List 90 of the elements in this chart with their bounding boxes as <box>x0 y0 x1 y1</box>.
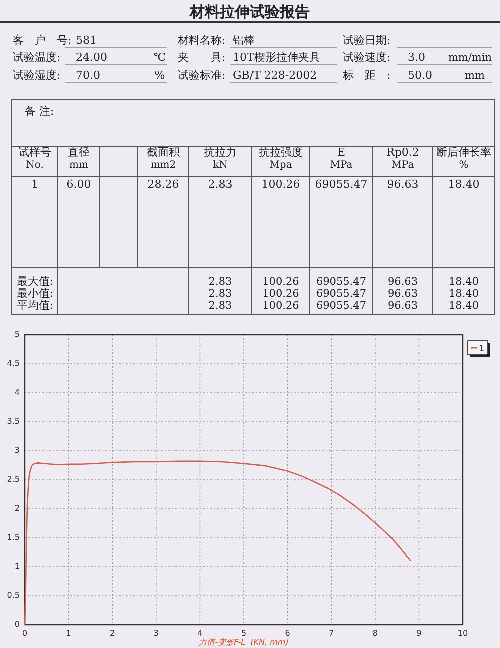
text: mm <box>465 70 485 82</box>
text: MPa <box>330 160 353 171</box>
text: ℃ <box>154 51 166 64</box>
text: 69055.47 <box>315 178 368 191</box>
text: 试样号 <box>18 146 52 159</box>
x-tick-label: 2 <box>110 629 116 638</box>
text: 试验标准: <box>178 69 226 82</box>
text: 100.26 <box>262 288 300 300</box>
text: 平均值: <box>17 299 54 312</box>
text: 18.40 <box>448 276 480 288</box>
text: 24.00 <box>76 51 108 64</box>
text: 试验速度: <box>343 51 391 64</box>
text: 最小值: <box>17 287 54 300</box>
x-tick-label: 5 <box>241 629 247 638</box>
x-tick-label: 9 <box>416 629 422 638</box>
y-tick-label: 0.5 <box>7 591 20 600</box>
text: 96.63 <box>388 288 418 300</box>
text: 试验日期: <box>343 34 391 47</box>
x-tick-label: 4 <box>198 629 203 638</box>
y-tick-label: 3.5 <box>7 417 20 426</box>
text: 96.63 <box>388 276 418 288</box>
text: % <box>459 160 469 171</box>
text: 28.26 <box>148 178 180 191</box>
text: Mpa <box>270 160 292 171</box>
text: 70.0 <box>76 69 100 82</box>
y-tick-label: 2.5 <box>7 475 20 484</box>
y-tick-label: 1.5 <box>7 533 20 542</box>
text: mm2 <box>150 160 176 171</box>
y-tick-label: 2 <box>14 504 20 514</box>
text: 抗拉强度 <box>259 146 303 159</box>
x-axis-title: 力值-变形F-L (KN, mm) <box>199 638 289 647</box>
line-series <box>24 460 412 626</box>
text: 10T楔形拉伸夹具 <box>233 51 320 64</box>
x-tick-label: 3 <box>154 629 159 638</box>
text: 3.0 <box>408 51 426 64</box>
y-tick-label: 4.5 <box>7 359 20 368</box>
text: 夹 具: <box>178 51 226 64</box>
x-tick-label: 7 <box>329 629 334 638</box>
text: 96.63 <box>387 178 419 191</box>
text: 2.83 <box>208 288 232 300</box>
text: 6.00 <box>66 178 92 191</box>
y-tick-label: 4 <box>14 388 20 398</box>
text: 100.26 <box>262 276 300 288</box>
text: 抗拉力 <box>204 146 237 159</box>
text: 客 户 号: <box>13 34 72 47</box>
text: 材料名称: <box>177 34 226 47</box>
x-tick-label: 8 <box>372 629 378 638</box>
y-tick-label: 3 <box>14 446 20 456</box>
text: 断后伸长率 <box>436 146 492 159</box>
text: 100.26 <box>262 300 300 312</box>
text: 2.83 <box>208 300 232 312</box>
legend-label: 1 <box>479 344 485 354</box>
text: E <box>337 146 346 159</box>
text: 试验湿度: <box>13 69 61 82</box>
x-tick-label: 0 <box>22 629 28 638</box>
text: 截面积 <box>147 146 180 159</box>
text: 581 <box>76 34 97 47</box>
text: 50.0 <box>408 69 432 82</box>
text: 18.40 <box>448 178 480 191</box>
text: 18.40 <box>448 288 480 300</box>
text: 铝棒 <box>232 34 255 47</box>
text: 最大值: <box>17 275 54 288</box>
text: GB/T 228-2002 <box>233 69 318 82</box>
x-tick-label: 10 <box>458 629 468 638</box>
text: 备 注: <box>25 105 54 118</box>
text: 2.83 <box>208 276 232 288</box>
text: 2.83 <box>208 178 233 191</box>
y-tick-label: 5 <box>14 330 20 340</box>
text: 69055.47 <box>316 288 367 300</box>
text: 18.40 <box>448 300 480 312</box>
text: mm/min <box>448 52 492 64</box>
text: 试验温度: <box>13 51 61 64</box>
text: 69055.47 <box>316 276 367 288</box>
text: MPa <box>392 160 414 171</box>
x-tick-label: 6 <box>285 629 290 638</box>
text: 69055.47 <box>316 300 367 312</box>
text: No. <box>26 160 44 171</box>
text: Rp0.2 <box>386 146 420 159</box>
text: mm <box>70 160 89 171</box>
text: kN <box>213 160 228 171</box>
y-tick-label: 0 <box>14 620 20 630</box>
text: % <box>154 69 166 82</box>
x-tick-label: 1 <box>66 629 72 638</box>
y-tick-label: 1 <box>14 562 20 572</box>
text: 标 距 : <box>342 69 391 82</box>
text: 100.26 <box>262 178 300 191</box>
text: 直径 <box>68 146 90 159</box>
text: 96.63 <box>388 300 418 312</box>
text: 1 <box>32 178 38 191</box>
text: 材料拉伸试验报告 <box>189 3 310 21</box>
